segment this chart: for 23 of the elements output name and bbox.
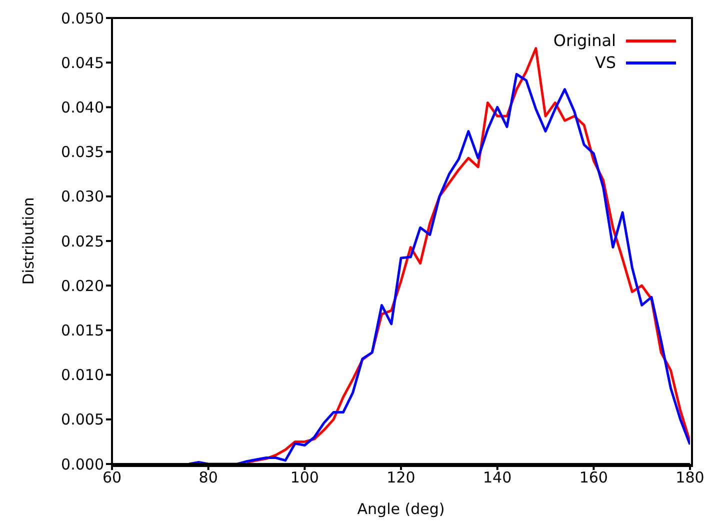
x-axis-title: Angle (deg) (357, 500, 445, 518)
y-tick-label: 0.010 (61, 366, 104, 384)
y-tick-label: 0.015 (61, 322, 104, 340)
line-series (188, 72, 690, 464)
x-tick-label: 140 (483, 468, 512, 487)
y-axis-title: Distribution (19, 197, 38, 285)
y-tick-label: 0.025 (61, 232, 104, 250)
x-tick-label: 100 (290, 468, 319, 487)
x-tick-label: 180 (676, 468, 704, 487)
y-tick-label: 0.020 (61, 276, 104, 295)
y-tick-label: 0.005 (61, 410, 104, 429)
legend-label: Original (553, 30, 616, 52)
y-tick-label: 0.000 (61, 455, 104, 474)
y-tick-label: 0.045 (61, 54, 104, 72)
x-tick-label: 80 (198, 468, 218, 487)
y-tick-label: 0.035 (61, 143, 104, 162)
y-tick-label: 0.030 (61, 188, 104, 206)
x-tick-label: 60 (102, 468, 122, 487)
y-tick-label: 0.050 (61, 9, 104, 28)
legend-label: VS (594, 52, 616, 74)
y-tick-label: 0.040 (61, 98, 104, 117)
x-tick-label: 160 (579, 468, 608, 487)
x-tick-label: 120 (386, 468, 416, 487)
